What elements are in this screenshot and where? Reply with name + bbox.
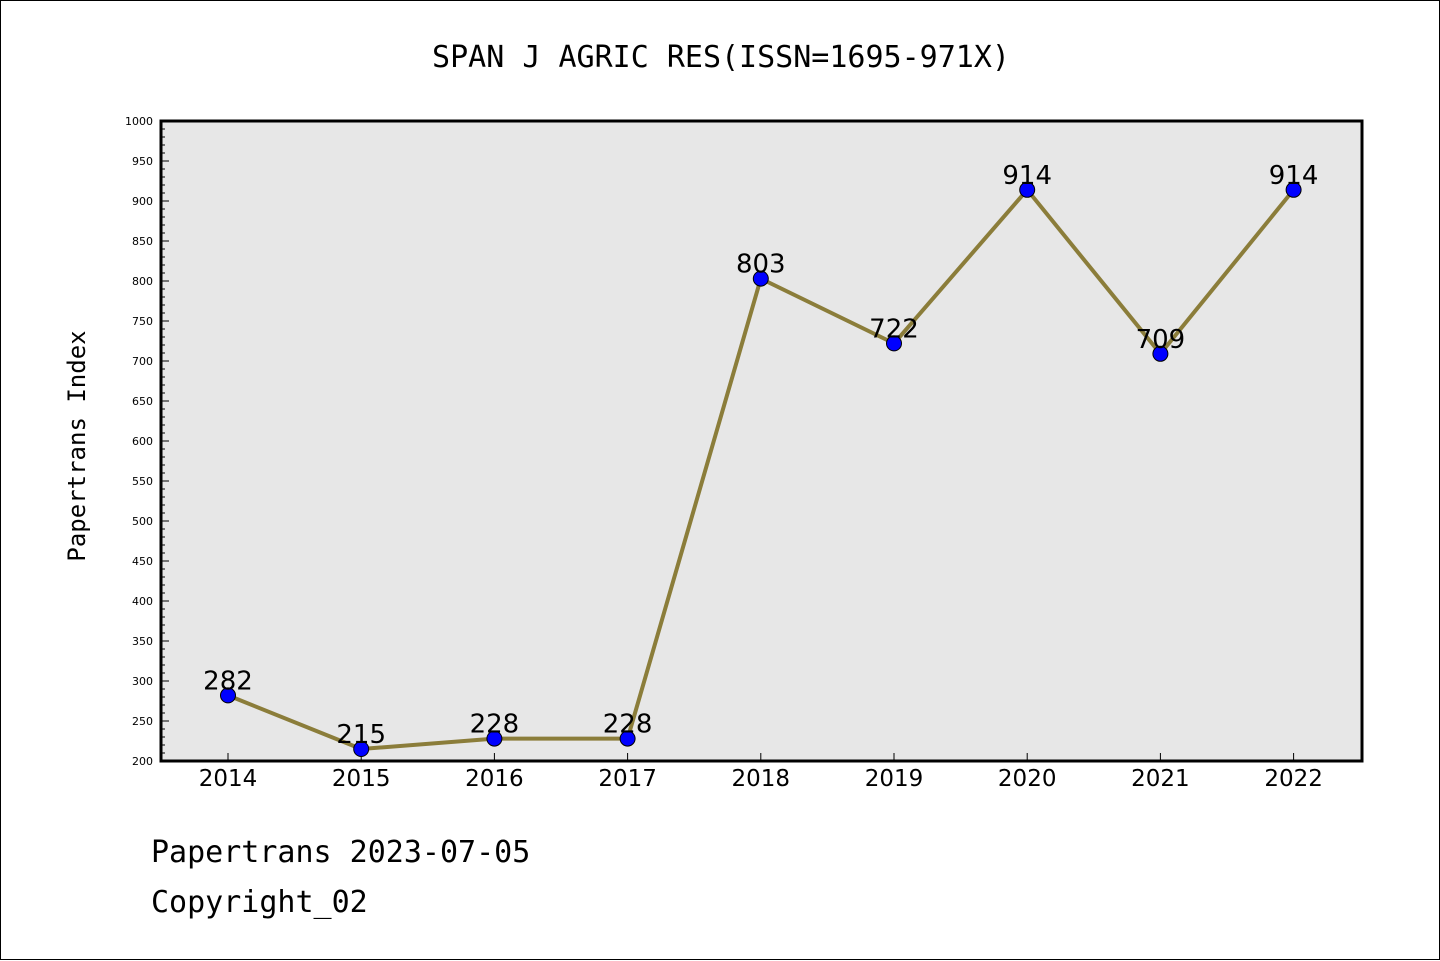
y-tick-label: 750 bbox=[132, 315, 153, 328]
x-tick-label: 2022 bbox=[1264, 766, 1323, 792]
y-tick-label: 450 bbox=[132, 555, 153, 568]
y-tick-label: 800 bbox=[132, 275, 153, 288]
y-tick-label: 850 bbox=[132, 235, 153, 248]
data-point bbox=[1152, 345, 1169, 362]
data-label: 914 bbox=[1002, 161, 1052, 191]
data-label: 228 bbox=[603, 710, 653, 740]
data-point bbox=[886, 335, 902, 352]
plot-area bbox=[161, 121, 1362, 761]
y-tick-label: 350 bbox=[132, 635, 153, 648]
data-label: 722 bbox=[869, 314, 919, 344]
y-tick-label: 400 bbox=[132, 595, 153, 608]
y-tick-label: 550 bbox=[132, 475, 153, 488]
y-tick-label: 650 bbox=[132, 395, 153, 408]
data-point bbox=[1285, 181, 1302, 198]
x-tick-label: 2018 bbox=[732, 766, 791, 792]
footer-copyright: Copyright_02 bbox=[151, 885, 368, 920]
data-point bbox=[220, 687, 236, 704]
x-tick-label: 2016 bbox=[465, 766, 524, 792]
x-tick-label: 2014 bbox=[199, 766, 258, 792]
data-label: 215 bbox=[336, 720, 386, 750]
data-label: 709 bbox=[1136, 325, 1186, 355]
markers-layer bbox=[220, 181, 1302, 757]
data-label: 228 bbox=[470, 710, 520, 740]
y-tick-label: 900 bbox=[132, 195, 153, 208]
data-point bbox=[752, 270, 769, 287]
plot-border bbox=[159, 119, 1364, 763]
x-tick-label: 2019 bbox=[865, 766, 924, 792]
y-tick-label: 1000 bbox=[125, 115, 153, 128]
data-point bbox=[486, 730, 503, 747]
y-axis-label: Papertrans Index bbox=[63, 330, 91, 561]
y-axis: 200 250 300 350 400 450 500 550 600 650 700 750 800 8… bbox=[125, 115, 169, 768]
data-point bbox=[619, 730, 636, 747]
y-tick-label: 200 bbox=[132, 755, 153, 768]
x-axis: 2014 2015 2016 2017 2018 2019 2020 2021 2022 bbox=[199, 753, 1323, 792]
data-label: 282 bbox=[203, 666, 253, 696]
x-tick-label: 2020 bbox=[998, 766, 1057, 792]
y-tick-label: 300 bbox=[132, 675, 153, 688]
y-tick-label: 600 bbox=[132, 435, 153, 448]
y-tick-label: 500 bbox=[132, 515, 153, 528]
data-point bbox=[1019, 181, 1036, 198]
data-label: 803 bbox=[736, 250, 786, 280]
data-label: 914 bbox=[1269, 161, 1319, 191]
y-tick-label: 700 bbox=[132, 355, 153, 368]
y-tick-label: 250 bbox=[132, 715, 153, 728]
x-tick-label: 2017 bbox=[598, 766, 657, 792]
data-point bbox=[353, 741, 370, 757]
chart-title: SPAN J AGRIC RES(ISSN=1695-971X) bbox=[432, 40, 1010, 75]
x-tick-label: 2015 bbox=[332, 766, 391, 792]
x-tick-label: 2021 bbox=[1131, 766, 1190, 792]
y-tick-label: 950 bbox=[132, 155, 153, 168]
data-labels-layer: 282 215 228 228 803 722 914 709 914 bbox=[203, 161, 1318, 750]
footer-date: Papertrans 2023-07-05 bbox=[151, 835, 531, 870]
